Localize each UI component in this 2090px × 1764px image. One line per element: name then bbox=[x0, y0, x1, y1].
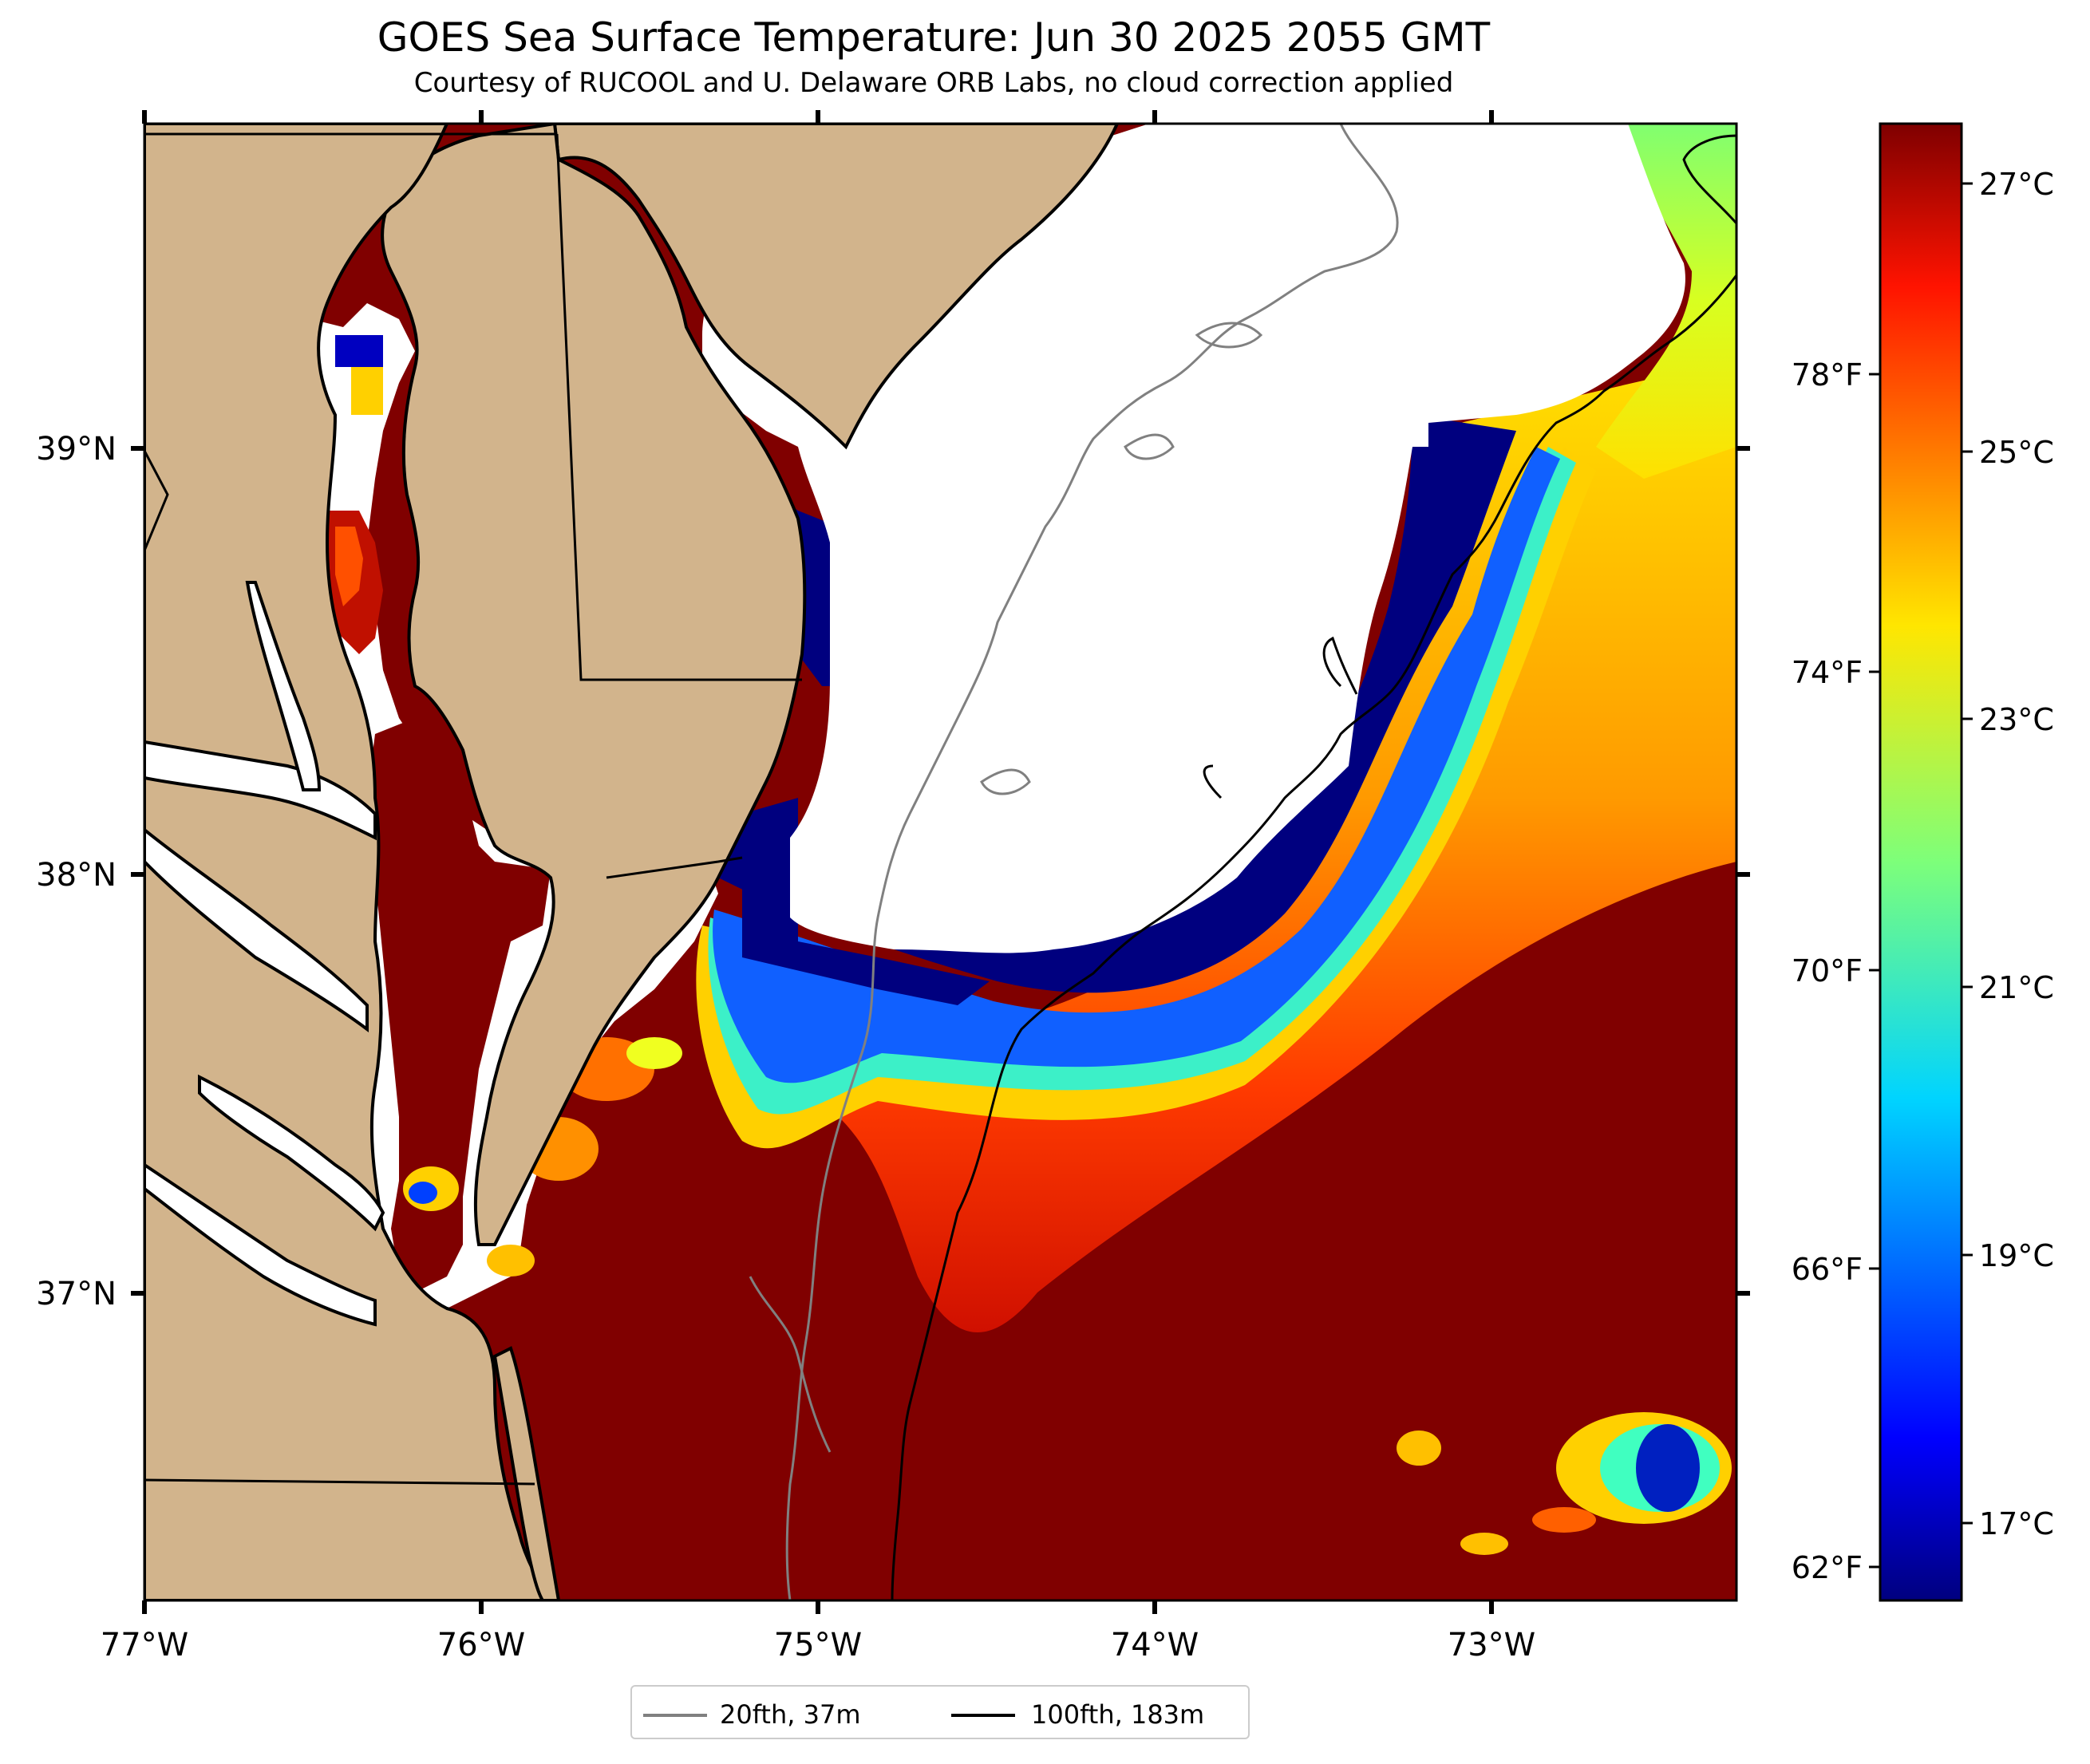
river-rappahannock bbox=[144, 827, 369, 1032]
chesapeake-warm-mid bbox=[335, 527, 363, 606]
se-warm-spot-3 bbox=[1532, 1507, 1596, 1533]
cold-shelf-strip bbox=[742, 798, 990, 1005]
colorbar-label-62f: 62°F bbox=[1792, 1550, 1863, 1585]
colorbar-label-25c: 25°C bbox=[1979, 435, 2054, 470]
river-york bbox=[198, 1074, 385, 1232]
chesapeake-cold-patch bbox=[335, 335, 383, 367]
state-boundary-md-va bbox=[606, 856, 743, 879]
colorbar-label-21c: 21°C bbox=[1979, 970, 2054, 1005]
river-potomac bbox=[144, 740, 377, 841]
longitude-ticks bbox=[142, 110, 1494, 1614]
cloud-nodata-offshore bbox=[702, 124, 1685, 953]
colorbar-fahrenheit-ticks bbox=[1869, 373, 1880, 1569]
state-boundary-wv bbox=[144, 450, 169, 551]
isobath-100fth bbox=[891, 274, 1736, 1600]
lon-label-74w: 74°W bbox=[1111, 1627, 1199, 1663]
colorbar-label-23c: 23°C bbox=[1979, 702, 2054, 737]
legend-label-20fth: 20fth, 37m bbox=[720, 1699, 861, 1730]
lon-label-73w: 73°W bbox=[1448, 1627, 1535, 1663]
map-title: GOES Sea Surface Temperature: Jun 30 202… bbox=[377, 14, 1491, 61]
chesapeake-warm-water bbox=[367, 718, 551, 1292]
colorbar-label-19c: 19°C bbox=[1979, 1238, 2054, 1273]
cloud-nodata-chesapeake bbox=[271, 303, 718, 1308]
cold-upwelling-band bbox=[718, 415, 1516, 993]
legend-line-100fth bbox=[951, 1714, 1015, 1717]
lon-label-75w: 75°W bbox=[774, 1627, 862, 1663]
chesapeake-yellow-patch bbox=[351, 367, 383, 415]
land-delmarva bbox=[381, 124, 807, 1246]
legend-label-100fth: 100fth, 183m bbox=[1031, 1699, 1205, 1730]
latitude-ticks bbox=[131, 446, 1750, 1296]
cold-fringe-blue bbox=[713, 447, 1561, 1083]
colorbar-label-66f: 66°F bbox=[1792, 1252, 1863, 1287]
colorbar-label-17c: 17°C bbox=[1979, 1506, 2054, 1541]
colorbar-label-70f: 70°F bbox=[1792, 953, 1863, 989]
state-boundary-de-md bbox=[555, 133, 802, 681]
colorbar-label-78f: 78°F bbox=[1792, 357, 1863, 393]
isobath-20fth bbox=[785, 124, 1399, 1600]
se-eddy-core bbox=[1636, 1424, 1700, 1512]
bay-mouth-blue-patch bbox=[409, 1182, 437, 1204]
legend-line-20fth bbox=[643, 1714, 707, 1717]
se-warm-spot-1 bbox=[1397, 1431, 1441, 1466]
river-patuxent bbox=[245, 581, 322, 791]
colorbar-label-74f: 74°F bbox=[1792, 655, 1863, 690]
colorbar-label-27c: 27°C bbox=[1979, 167, 2054, 202]
isobath-legend: 20fth, 37m 100fth, 183m bbox=[630, 1685, 1250, 1739]
state-boundary-va-nc bbox=[144, 1478, 535, 1486]
lat-label-38n: 38°N bbox=[36, 857, 117, 894]
land-outer-banks bbox=[492, 1346, 561, 1600]
lat-label-37n: 37°N bbox=[36, 1276, 117, 1312]
colorbar bbox=[1879, 122, 1963, 1602]
lon-label-77w: 77°W bbox=[101, 1627, 188, 1663]
map-frame bbox=[143, 122, 1738, 1602]
map-area bbox=[144, 124, 1736, 1600]
land-new-jersey bbox=[552, 124, 1120, 450]
lon-label-76w: 76°W bbox=[437, 1627, 525, 1663]
colorbar-celsius-ticks bbox=[1962, 182, 1973, 1525]
map-subtitle: Courtesy of RUCOOL and U. Delaware ORB L… bbox=[413, 67, 1454, 99]
northeast-cool-water bbox=[1596, 124, 1736, 479]
river-james bbox=[144, 1162, 377, 1327]
nearshore-warm-blotch-3 bbox=[487, 1245, 535, 1277]
cold-fringe-cyan bbox=[708, 447, 1576, 1115]
lat-label-39n: 39°N bbox=[36, 431, 117, 468]
se-warm-spot-2 bbox=[1460, 1533, 1508, 1555]
nearshore-yellow-blotch bbox=[626, 1037, 682, 1069]
isobath-20fth-islands bbox=[749, 322, 1263, 1453]
isobath-100fth-detail bbox=[1203, 134, 1736, 799]
